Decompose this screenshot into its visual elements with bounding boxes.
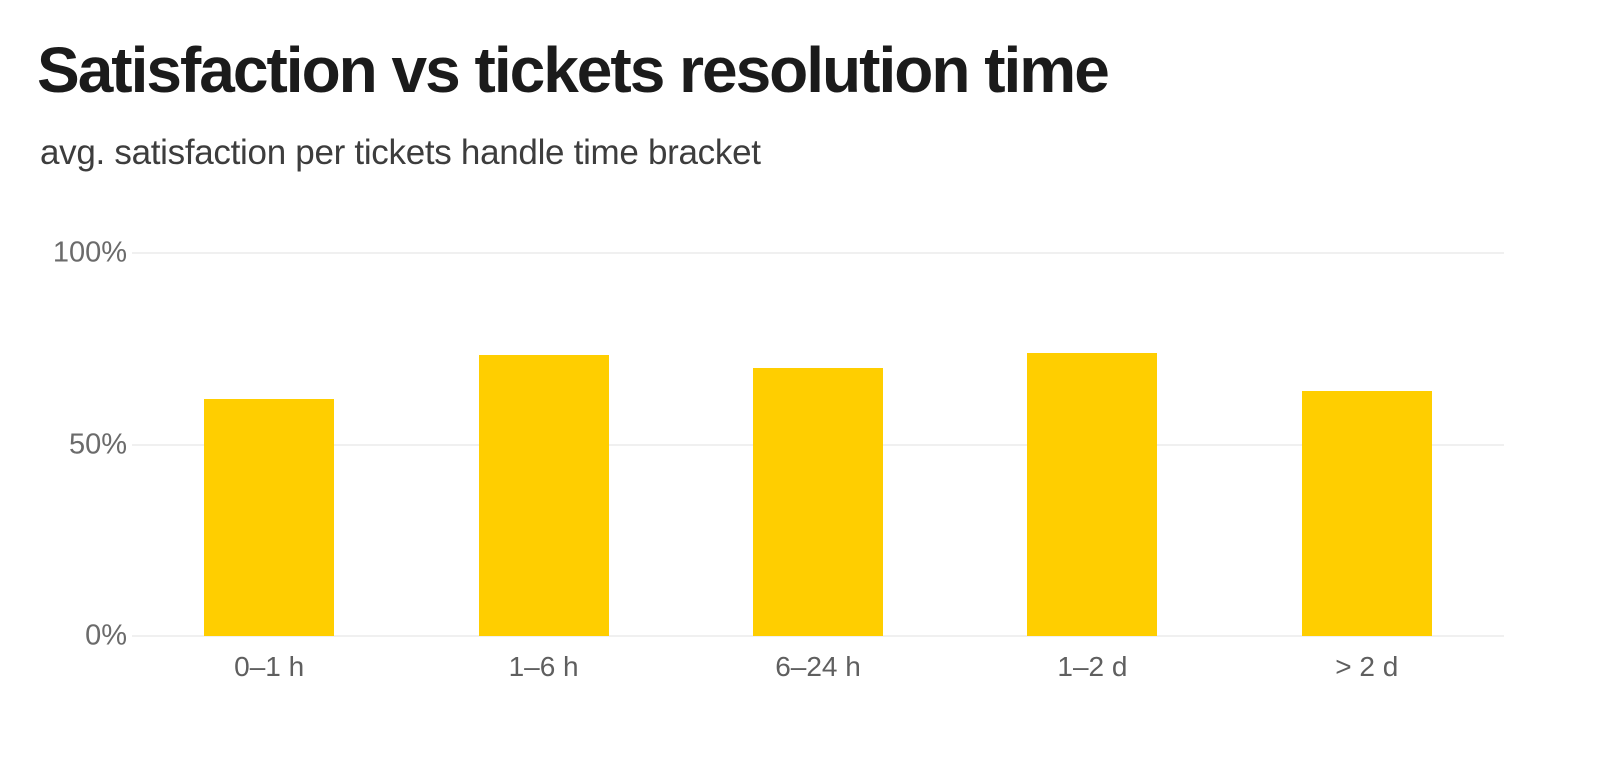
chart-subtitle: avg. satisfaction per tickets handle tim… xyxy=(40,133,761,172)
bar-band-0-1-h xyxy=(132,253,406,636)
x-tick-label-6-24-h: 6–24 h xyxy=(775,651,861,682)
x-tick-label-1-6-h: 1–6 h xyxy=(508,651,579,682)
gridline-0 xyxy=(132,635,1504,637)
bar-0-1-h xyxy=(204,398,335,636)
bar-band-6-24-h xyxy=(681,253,955,636)
x-tick-label-1-2-d: 1–2 d xyxy=(1057,651,1128,682)
y-tick-label-0: 0% xyxy=(85,619,127,652)
bar-1-2-d xyxy=(1027,352,1158,636)
bar-1-6-h xyxy=(478,354,609,636)
bar-band-1-2-d xyxy=(955,253,1229,636)
bar-6-24-h xyxy=(753,367,884,636)
x-axis: 0–1 h 1–6 h 6–24 h 1–2 d > 2 d xyxy=(132,651,1504,683)
y-tick-label-50: 50% xyxy=(68,428,127,460)
bar-band-2-d xyxy=(1230,253,1504,636)
x-tick-label-2-d: > 2 d xyxy=(1335,651,1399,682)
y-axis: 0% 50% 100% xyxy=(0,237,127,652)
y-tick-label-100: 100% xyxy=(52,236,127,269)
bar-2-d xyxy=(1301,390,1432,636)
x-tick-label-0-1-h: 0–1 h xyxy=(234,651,305,682)
bar-band-1-6-h xyxy=(406,253,680,636)
chart-title: Satisfaction vs tickets resolution time xyxy=(37,34,1110,106)
gridline-100 xyxy=(132,252,1504,254)
bars-layer xyxy=(132,253,1504,636)
plot-area xyxy=(132,252,1504,637)
